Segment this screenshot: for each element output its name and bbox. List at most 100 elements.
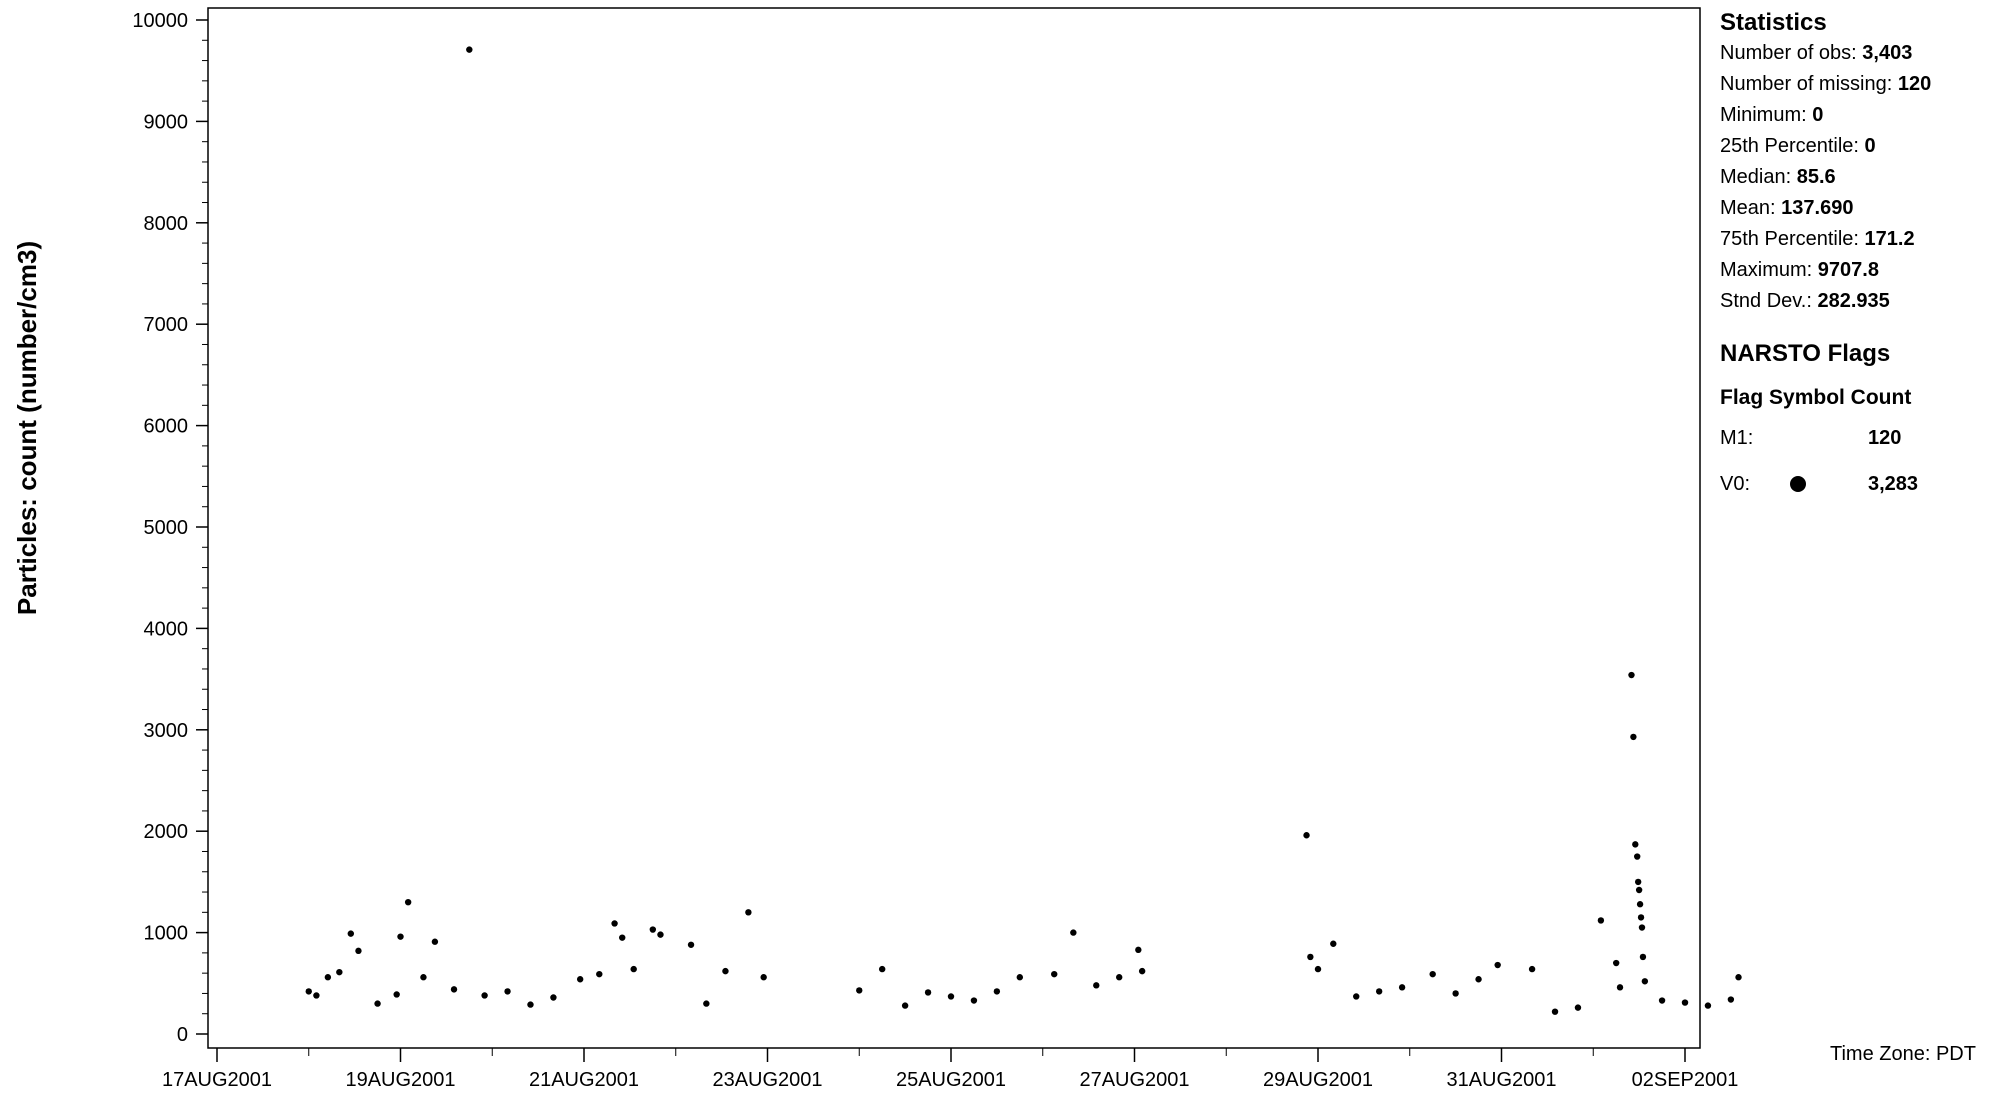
filled-circle-icon: [1790, 476, 1806, 492]
y-tick-label: 9000: [144, 111, 189, 133]
data-point: [450, 986, 458, 993]
data-point: [760, 974, 767, 981]
data-point: [1630, 733, 1637, 741]
statistic-label: Number of missing:: [1720, 73, 1898, 95]
data-point: [504, 988, 511, 995]
y-tick-label: 1000: [144, 923, 189, 945]
data-point: [649, 926, 657, 933]
statistic-label: Stnd Dev.:: [1720, 290, 1818, 312]
data-point: [924, 989, 932, 996]
data-point: [324, 974, 332, 981]
data-point: [305, 988, 312, 995]
data-point: [1681, 999, 1689, 1006]
data-point: [856, 987, 863, 994]
data-point: [481, 992, 488, 999]
statistic-row: Stnd Dev.: 282.935: [1720, 286, 2005, 317]
data-point: [313, 992, 320, 999]
data-point: [1375, 988, 1383, 995]
data-point: [1636, 901, 1644, 908]
statistic-value: 282.935: [1817, 290, 1890, 312]
statistic-row: Minimum: 0: [1720, 100, 2005, 131]
side-panel: Statistics Number of obs: 3,403 Number of…: [1720, 8, 2005, 507]
data-point: [404, 898, 412, 906]
data-points: [305, 46, 1742, 1015]
data-point: [1093, 982, 1100, 989]
x-tick-label: 21AUG2001: [529, 1069, 639, 1091]
data-point: [611, 920, 618, 927]
x-tick-label: 17AUG2001: [162, 1069, 272, 1091]
data-point: [1398, 984, 1406, 991]
data-point: [687, 941, 695, 948]
timezone-label: Time Zone: PDT: [1830, 1043, 1976, 1065]
y-axis-title: Particles: count (number/cm3): [12, 241, 42, 615]
statistic-row: 25th Percentile: 0: [1720, 131, 2005, 162]
statistic-row: 75th Percentile: 171.2: [1720, 224, 2005, 255]
statistic-label: Number of obs:: [1720, 42, 1863, 64]
data-point: [1612, 959, 1620, 967]
data-point: [1634, 878, 1642, 886]
data-point: [1704, 1002, 1712, 1009]
x-tick-label: 25AUG2001: [896, 1069, 1006, 1091]
data-point: [355, 947, 362, 955]
data-point: [878, 965, 886, 973]
data-point: [1735, 974, 1742, 981]
data-point: [1551, 1008, 1559, 1015]
statistic-value: 3,403: [1862, 42, 1913, 64]
y-tick-label: 2000: [144, 821, 189, 843]
data-point: [1070, 929, 1077, 936]
statistic-value: 0: [1864, 135, 1876, 157]
y-tick-label: 5000: [144, 517, 189, 539]
data-point: [970, 997, 978, 1004]
statistic-value: 85.6: [1796, 166, 1836, 188]
data-point: [1639, 953, 1647, 961]
data-point: [947, 993, 955, 1000]
data-point: [1638, 924, 1646, 931]
y-tick-label: 3000: [144, 720, 189, 742]
data-point: [993, 988, 1001, 995]
data-point: [619, 934, 626, 941]
data-point: [1051, 970, 1058, 978]
statistic-label: Median:: [1720, 166, 1797, 188]
data-point: [466, 46, 473, 53]
statistic-row: Maximum: 9707.8: [1720, 255, 2005, 286]
statistic-value: 137.690: [1781, 197, 1854, 219]
data-point: [1528, 965, 1536, 973]
data-point: [1138, 967, 1146, 975]
data-point: [1658, 997, 1666, 1004]
flags-heading: NARSTO Flags: [1720, 340, 1891, 367]
statistic-row: Median: 85.6: [1720, 162, 2005, 193]
data-point: [630, 965, 637, 973]
x-tick-label: 23AUG2001: [712, 1069, 822, 1091]
statistic-label: Mean:: [1720, 197, 1782, 219]
flags-list: M1: 120 V0: 3,283: [1720, 415, 2005, 507]
statistic-value: 120: [1897, 73, 1932, 95]
data-point: [1475, 976, 1482, 983]
flag-code: M1:: [1720, 427, 1754, 449]
statistic-value: 171.2: [1864, 228, 1915, 250]
data-point: [374, 1000, 381, 1007]
statistic-row: Mean: 137.690: [1720, 193, 2005, 224]
flag-count: 3,283: [1868, 473, 1919, 495]
data-point: [1597, 917, 1605, 924]
x-axis: 17AUG2001 19AUG2001 21AUG2001 23AUG2001 25AU…: [162, 1048, 1738, 1091]
statistic-row: Number of missing: 120: [1720, 69, 2005, 100]
statistic-label: 25th Percentile:: [1720, 135, 1865, 157]
data-point: [393, 991, 400, 998]
x-tick-label: 19AUG2001: [345, 1069, 455, 1091]
data-point: [1303, 832, 1310, 839]
data-point: [431, 938, 439, 945]
data-point: [1314, 965, 1322, 973]
flag-code: V0:: [1720, 473, 1751, 495]
y-tick-label: 6000: [144, 416, 189, 438]
x-tick-label: 27AUG2001: [1079, 1069, 1189, 1091]
data-point: [1616, 984, 1624, 991]
data-point: [1574, 1004, 1582, 1011]
statistic-row: Number of obs: 3,403: [1720, 38, 2005, 69]
flag-row: M1: 120: [1720, 415, 2005, 461]
data-point: [1307, 953, 1314, 961]
data-point: [1116, 974, 1123, 981]
data-point: [527, 1001, 534, 1008]
statistics-heading: Statistics: [1720, 9, 1827, 36]
data-point: [1016, 974, 1024, 981]
